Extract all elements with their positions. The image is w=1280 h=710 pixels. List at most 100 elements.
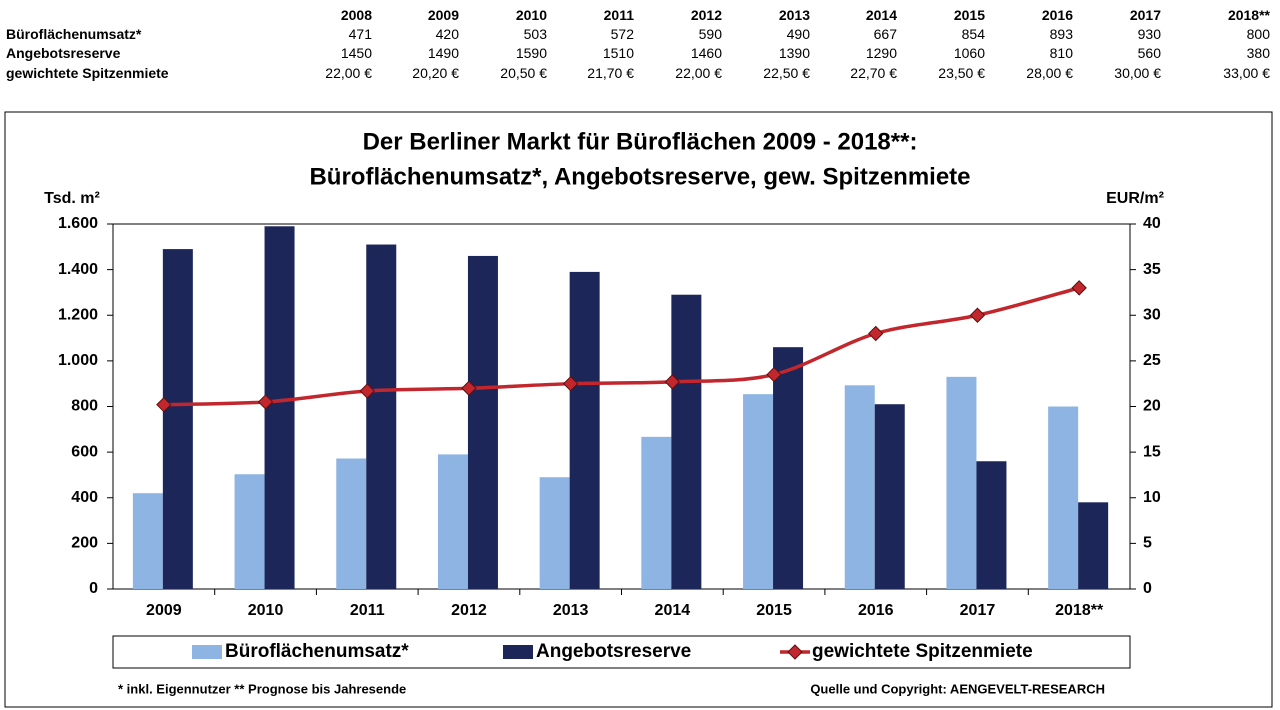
table-header: 2009: [427, 7, 459, 23]
x-tick-label: 2014: [655, 602, 691, 619]
table-cell: 572: [610, 26, 634, 42]
table-cell: 420: [435, 26, 459, 42]
y-tick-label: 1.200: [58, 306, 98, 323]
marker: [1071, 280, 1087, 296]
y-tick-label: 1.000: [58, 352, 98, 369]
table-cell: 21,70 €: [587, 65, 634, 81]
table-cell: 22,00 €: [675, 65, 722, 81]
table-cell: 1450: [340, 45, 372, 61]
chart-title: Der Berliner Markt für Büroflächen 2009 …: [363, 128, 918, 155]
table-cell: 560: [1137, 45, 1161, 61]
table-header: 2016: [1041, 7, 1073, 23]
marker: [969, 307, 986, 323]
legend-marker: [787, 644, 803, 660]
table-cell: 503: [523, 26, 547, 42]
y-tick-label: 600: [71, 443, 98, 460]
bar: [844, 385, 875, 589]
bar: [743, 394, 774, 589]
bar: [641, 436, 672, 589]
row-label: Angebotsreserve: [6, 45, 121, 61]
x-tick-label: 2015: [756, 602, 792, 619]
table-cell: 22,50 €: [763, 65, 810, 81]
legend-label: Büroflächenumsatz*: [225, 641, 409, 662]
table-cell: 1590: [515, 45, 547, 61]
y-tick-label: 400: [71, 489, 98, 506]
table-cell: 380: [1246, 45, 1270, 61]
y-tick-label: 800: [71, 398, 98, 415]
table-cell: 854: [961, 26, 985, 42]
bar: [366, 244, 397, 589]
table-header: 2011: [603, 7, 634, 23]
table-header: 2014: [865, 7, 897, 23]
marker: [257, 394, 274, 410]
table-cell: 810: [1049, 45, 1073, 61]
line: [163, 286, 1080, 407]
x-tick-label: 2012: [451, 602, 487, 619]
y2-tick-label: 10: [1143, 489, 1161, 506]
table-header: 2013: [778, 7, 810, 23]
bar: [773, 347, 804, 589]
table-cell: 893: [1049, 26, 1073, 42]
table-cell: 28,00 €: [1026, 65, 1073, 81]
x-tick-label: 2018**: [1055, 602, 1104, 619]
y2-tick-label: 0: [1143, 580, 1152, 597]
table-cell: 1460: [690, 45, 722, 61]
marker: [868, 325, 884, 342]
bar: [976, 461, 1007, 589]
table-cell: 1490: [427, 45, 459, 61]
y2-tick-label: 40: [1143, 215, 1161, 232]
table-header: 2012: [690, 7, 722, 23]
legend-label: Angebotsreserve: [536, 641, 691, 662]
table-cell: 1510: [602, 45, 634, 61]
source: Quelle und Copyright: AENGEVELT-RESEARCH: [810, 681, 1105, 696]
table-cell: 30,00 €: [1114, 65, 1161, 81]
bar: [1048, 406, 1079, 589]
data-table: 2008 2009 2010 2011 2012 2013 2014 2015 2016 2017…: [0, 0, 1280, 95]
y2-tick-label: 20: [1143, 398, 1161, 415]
legend-box: [112, 635, 1131, 669]
table-cell: 22,00 €: [325, 65, 372, 81]
bar: [946, 376, 977, 589]
table-cell: 930: [1137, 26, 1161, 42]
table-cell: 20,20 €: [412, 65, 459, 81]
legend-label: gewichtete Spitzenmiete: [812, 641, 1033, 662]
y2-tick-label: 5: [1143, 535, 1152, 552]
table-cell: 20,50 €: [500, 65, 547, 81]
y-tick-label: 0: [89, 580, 98, 597]
table-header: 2008: [340, 7, 372, 23]
table-cell: 590: [698, 26, 722, 42]
bar: [467, 255, 498, 589]
bar: [234, 474, 265, 589]
bar: [1078, 502, 1109, 589]
marker: [461, 380, 477, 396]
table-header: 2017: [1129, 7, 1161, 23]
bar: [874, 404, 905, 589]
legend-swatch: [192, 645, 222, 659]
table-header: 2010: [515, 7, 547, 23]
y2-tick-label: 35: [1143, 261, 1161, 278]
y2-tick-label: 15: [1143, 443, 1161, 460]
y-tick-label: 1.400: [58, 261, 98, 278]
y-tick-label: 200: [71, 535, 98, 552]
x-tick-label: 2009: [146, 602, 182, 619]
footnote: * inkl. Eigennutzer ** Prognose bis Jahr…: [118, 681, 406, 696]
table-cell: 1290: [865, 45, 897, 61]
row-label: Büroflächenumsatz*: [6, 26, 142, 42]
table-cell: 471: [348, 26, 372, 42]
table-cell: 490: [786, 26, 810, 42]
table-cell: 1390: [778, 45, 810, 61]
bar: [264, 226, 295, 589]
bar: [671, 294, 702, 589]
table-header: 2018**: [1227, 7, 1270, 23]
marker: [359, 383, 375, 399]
table-cell: 33,00 €: [1223, 65, 1270, 81]
x-tick-label: 2010: [248, 602, 284, 619]
table-cell: 800: [1246, 26, 1270, 42]
legend-swatch: [503, 645, 533, 659]
y-tick-label: 1.600: [58, 215, 98, 232]
table-cell: 22,70 €: [850, 65, 897, 81]
x-tick-label: 2011: [350, 602, 385, 619]
x-tick-label: 2017: [960, 602, 996, 619]
